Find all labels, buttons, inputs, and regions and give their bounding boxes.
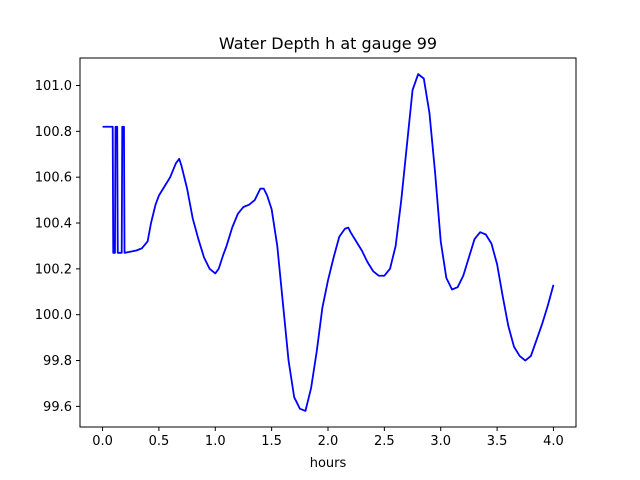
y-tick-label: 99.8 (43, 354, 72, 369)
x-tick-label: 3.5 (487, 434, 508, 449)
y-tick-label: 101.0 (35, 79, 72, 94)
x-tick-label: 1.5 (261, 434, 282, 449)
y-tick-label: 100.4 (35, 217, 72, 232)
x-tick-label: 0.5 (149, 434, 170, 449)
x-tick-label: 2.5 (374, 434, 395, 449)
y-axis: 99.6 99.8 100.0 100.2 100.4 100.6 100.8 101.0 (35, 79, 80, 415)
x-axis-label: hours (310, 456, 347, 471)
x-tick-label: 2.0 (318, 434, 339, 449)
y-tick-label: 100.6 (35, 171, 72, 186)
series-line (102, 73, 555, 412)
plot-area (102, 73, 555, 412)
x-tick-label: 4.0 (543, 434, 564, 449)
y-tick-label: 100.8 (35, 125, 72, 140)
y-tick-label: 100.0 (35, 308, 72, 323)
y-tick-label: 99.6 (43, 400, 72, 415)
x-tick-label: 1.0 (205, 434, 226, 449)
x-tick-label: 0.0 (92, 434, 113, 449)
chart-title: Water Depth h at gauge 99 (219, 34, 437, 53)
x-axis: 0.0 0.5 1.0 1.5 2.0 2.5 3.0 3.5 4.0 (92, 427, 564, 449)
y-tick-label: 100.2 (35, 262, 72, 277)
x-tick-label: 3.0 (430, 434, 451, 449)
